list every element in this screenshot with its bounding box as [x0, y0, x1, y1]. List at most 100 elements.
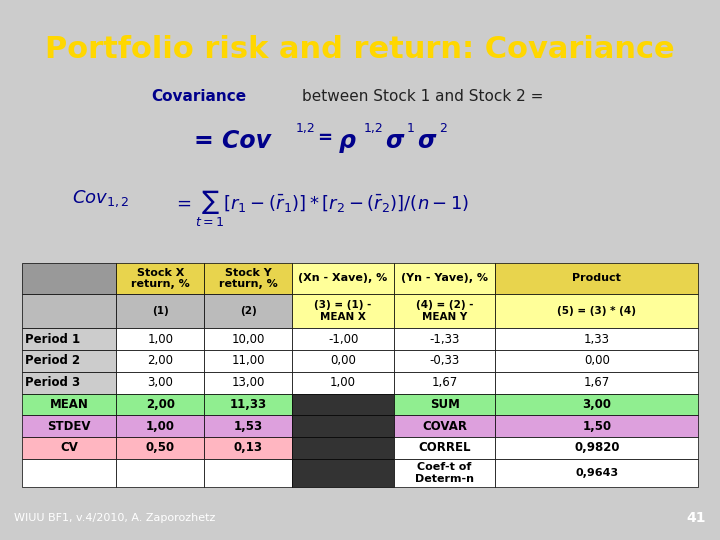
Text: Coef-t of
Determ-n: Coef-t of Determ-n	[415, 462, 474, 483]
Text: 2,00: 2,00	[148, 354, 174, 368]
Text: (Yn - Yave), %: (Yn - Yave), %	[401, 273, 488, 284]
FancyBboxPatch shape	[117, 415, 204, 437]
Text: (Xn - Xave), %: (Xn - Xave), %	[299, 273, 387, 284]
FancyBboxPatch shape	[495, 415, 698, 437]
FancyBboxPatch shape	[292, 437, 394, 458]
Text: -1,33: -1,33	[429, 333, 460, 346]
FancyBboxPatch shape	[394, 394, 495, 415]
FancyBboxPatch shape	[204, 437, 292, 458]
Text: (4) = (2) -
MEAN Y: (4) = (2) - MEAN Y	[416, 300, 473, 322]
Text: σ: σ	[385, 129, 404, 153]
Text: (1): (1)	[152, 306, 168, 316]
Text: 1,50: 1,50	[582, 420, 611, 433]
Text: 2,00: 2,00	[146, 398, 175, 411]
FancyBboxPatch shape	[495, 294, 698, 328]
FancyBboxPatch shape	[204, 372, 292, 394]
FancyBboxPatch shape	[22, 415, 117, 437]
Text: 3,00: 3,00	[582, 398, 611, 411]
Text: 1,00: 1,00	[330, 376, 356, 389]
FancyBboxPatch shape	[22, 264, 117, 294]
FancyBboxPatch shape	[394, 294, 495, 328]
Text: between Stock 1 and Stock 2 =: between Stock 1 and Stock 2 =	[302, 90, 544, 104]
Text: -1,00: -1,00	[328, 333, 359, 346]
FancyBboxPatch shape	[292, 294, 394, 328]
Text: Stock Y
return, %: Stock Y return, %	[219, 268, 278, 289]
Text: Period 3: Period 3	[25, 376, 81, 389]
Text: ρ: ρ	[338, 129, 355, 153]
FancyBboxPatch shape	[394, 458, 495, 487]
Text: 1,2: 1,2	[295, 122, 315, 134]
Text: 10,00: 10,00	[232, 333, 265, 346]
Text: -0,33: -0,33	[429, 354, 460, 368]
FancyBboxPatch shape	[394, 350, 495, 372]
FancyBboxPatch shape	[22, 394, 117, 415]
Text: 41: 41	[686, 511, 706, 525]
FancyBboxPatch shape	[117, 350, 204, 372]
Text: 1,33: 1,33	[584, 333, 610, 346]
FancyBboxPatch shape	[495, 458, 698, 487]
Text: 3,00: 3,00	[148, 376, 174, 389]
Text: 11,33: 11,33	[230, 398, 267, 411]
Text: (3) = (1) -
MEAN X: (3) = (1) - MEAN X	[315, 300, 372, 322]
Text: 2: 2	[439, 122, 447, 134]
Text: CV: CV	[60, 441, 78, 454]
Text: $\mathit{Cov_{1,2}}$: $\mathit{Cov_{1,2}}$	[72, 189, 130, 210]
Text: (2): (2)	[240, 306, 257, 316]
FancyBboxPatch shape	[394, 328, 495, 350]
FancyBboxPatch shape	[495, 264, 698, 294]
Text: $= \sum_{t=1}[r_1-(\bar{r}_1)]*[r_2-(\bar{r}_2)]/(n-1)$: $= \sum_{t=1}[r_1-(\bar{r}_1)]*[r_2-(\ba…	[173, 189, 469, 230]
FancyBboxPatch shape	[22, 437, 117, 458]
Text: Stock X
return, %: Stock X return, %	[131, 268, 189, 289]
FancyBboxPatch shape	[117, 458, 204, 487]
FancyBboxPatch shape	[204, 264, 292, 294]
FancyBboxPatch shape	[292, 328, 394, 350]
FancyBboxPatch shape	[394, 415, 495, 437]
Text: 0,50: 0,50	[145, 441, 175, 454]
Text: 1,2: 1,2	[364, 122, 383, 134]
Text: 13,00: 13,00	[232, 376, 265, 389]
FancyBboxPatch shape	[292, 458, 394, 487]
FancyBboxPatch shape	[22, 328, 117, 350]
Text: 1,67: 1,67	[584, 376, 610, 389]
FancyBboxPatch shape	[495, 394, 698, 415]
FancyBboxPatch shape	[292, 372, 394, 394]
Text: SUM: SUM	[430, 398, 459, 411]
Text: 0,13: 0,13	[234, 441, 263, 454]
Text: COVAR: COVAR	[422, 420, 467, 433]
FancyBboxPatch shape	[22, 458, 117, 487]
Text: MEAN: MEAN	[50, 398, 89, 411]
FancyBboxPatch shape	[117, 437, 204, 458]
FancyBboxPatch shape	[117, 372, 204, 394]
FancyBboxPatch shape	[495, 372, 698, 394]
Text: (5) = (3) * (4): (5) = (3) * (4)	[557, 306, 636, 316]
Text: Covariance: Covariance	[151, 90, 246, 104]
FancyBboxPatch shape	[394, 372, 495, 394]
Text: Period 1: Period 1	[25, 333, 81, 346]
FancyBboxPatch shape	[495, 437, 698, 458]
FancyBboxPatch shape	[394, 264, 495, 294]
FancyBboxPatch shape	[204, 394, 292, 415]
Text: 1,67: 1,67	[431, 376, 458, 389]
FancyBboxPatch shape	[204, 350, 292, 372]
FancyBboxPatch shape	[117, 394, 204, 415]
Text: Portfolio risk and return: Covariance: Portfolio risk and return: Covariance	[45, 35, 675, 64]
FancyBboxPatch shape	[292, 350, 394, 372]
FancyBboxPatch shape	[204, 294, 292, 328]
Text: 1,00: 1,00	[146, 420, 175, 433]
FancyBboxPatch shape	[117, 264, 204, 294]
Text: 1,53: 1,53	[234, 420, 263, 433]
Text: σ: σ	[418, 129, 436, 153]
FancyBboxPatch shape	[117, 328, 204, 350]
Text: =: =	[317, 129, 332, 147]
FancyBboxPatch shape	[292, 415, 394, 437]
FancyBboxPatch shape	[22, 350, 117, 372]
FancyBboxPatch shape	[22, 294, 117, 328]
Text: WIUU BF1, v.4/2010, A. Zaporozhetz: WIUU BF1, v.4/2010, A. Zaporozhetz	[14, 514, 216, 523]
FancyBboxPatch shape	[204, 415, 292, 437]
Text: = Cov: = Cov	[194, 129, 271, 153]
FancyBboxPatch shape	[495, 350, 698, 372]
FancyBboxPatch shape	[495, 328, 698, 350]
Text: 0,00: 0,00	[330, 354, 356, 368]
Text: 1,00: 1,00	[148, 333, 174, 346]
Text: Product: Product	[572, 273, 621, 284]
